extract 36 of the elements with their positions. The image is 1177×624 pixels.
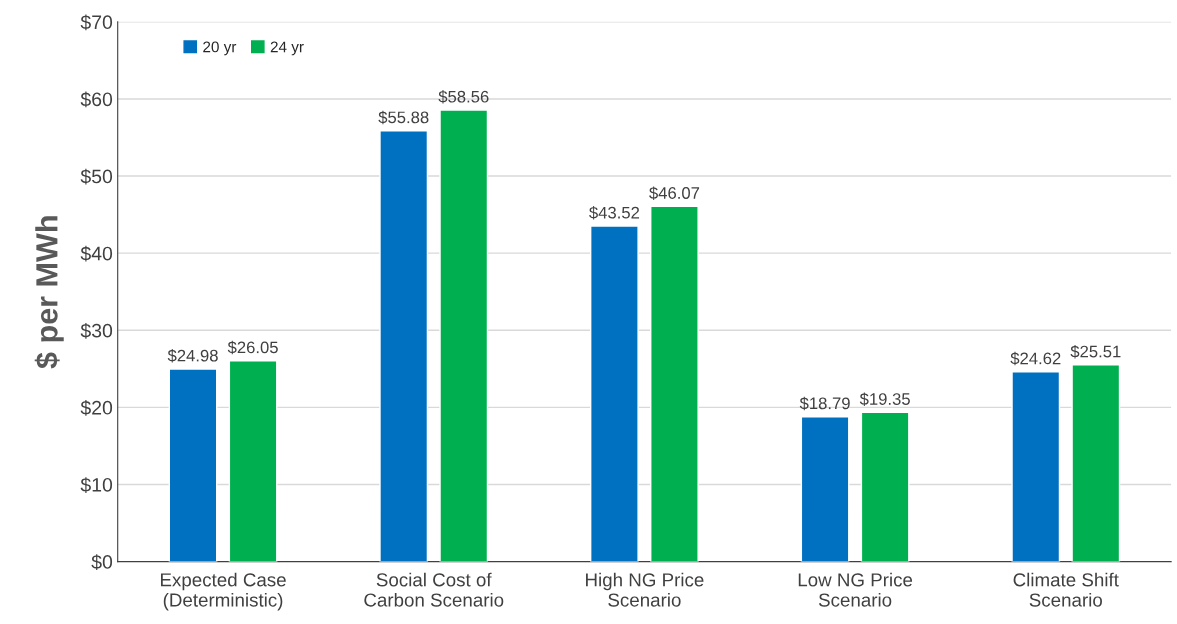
bar (168, 368, 218, 562)
data-label: $46.07 (649, 186, 700, 200)
y-tick-label: $0 (91, 554, 113, 570)
data-label: $24.98 (167, 349, 218, 363)
x-tick-label: Expected Case (Deterministic) (161, 572, 286, 611)
legend-label: 24 yr (270, 41, 304, 56)
y-tick-label: $60 (80, 91, 113, 108)
bar (439, 109, 489, 562)
y-tick-label: $30 (80, 322, 113, 339)
y-tick-label: $10 (80, 477, 113, 493)
data-label: $43.52 (589, 206, 640, 220)
data-label: $25.51 (1070, 344, 1121, 359)
y-tick-label: $70 (80, 14, 113, 31)
data-label: $58.56 (438, 90, 489, 104)
x-tick-label: Social Cost of Carbon Scenario (364, 572, 504, 607)
y-axis-title: $ per MWh (34, 216, 64, 369)
bar (1071, 364, 1121, 562)
x-tick-label: High NG Price Scenario (586, 572, 704, 607)
bar (650, 205, 699, 562)
data-label: $18.79 (799, 396, 850, 411)
bar (589, 225, 639, 562)
y-tick-label: $50 (80, 168, 113, 185)
data-label: $55.88 (378, 110, 429, 125)
y-tick-label: $20 (80, 400, 113, 416)
bar (379, 130, 429, 562)
bar (800, 416, 850, 562)
x-tick-label: Low NG Price Scenario (798, 572, 913, 607)
y-tick-label: $40 (80, 245, 113, 262)
bar (228, 360, 278, 562)
data-label: $26.05 (227, 340, 278, 355)
legend-label: 20 yr (203, 41, 237, 56)
data-label: $24.62 (1010, 351, 1061, 366)
bar (860, 411, 910, 562)
bar (1011, 371, 1061, 562)
data-label: $19.35 (859, 392, 910, 406)
x-tick-label: Climate Shift Scenario (1013, 572, 1119, 607)
